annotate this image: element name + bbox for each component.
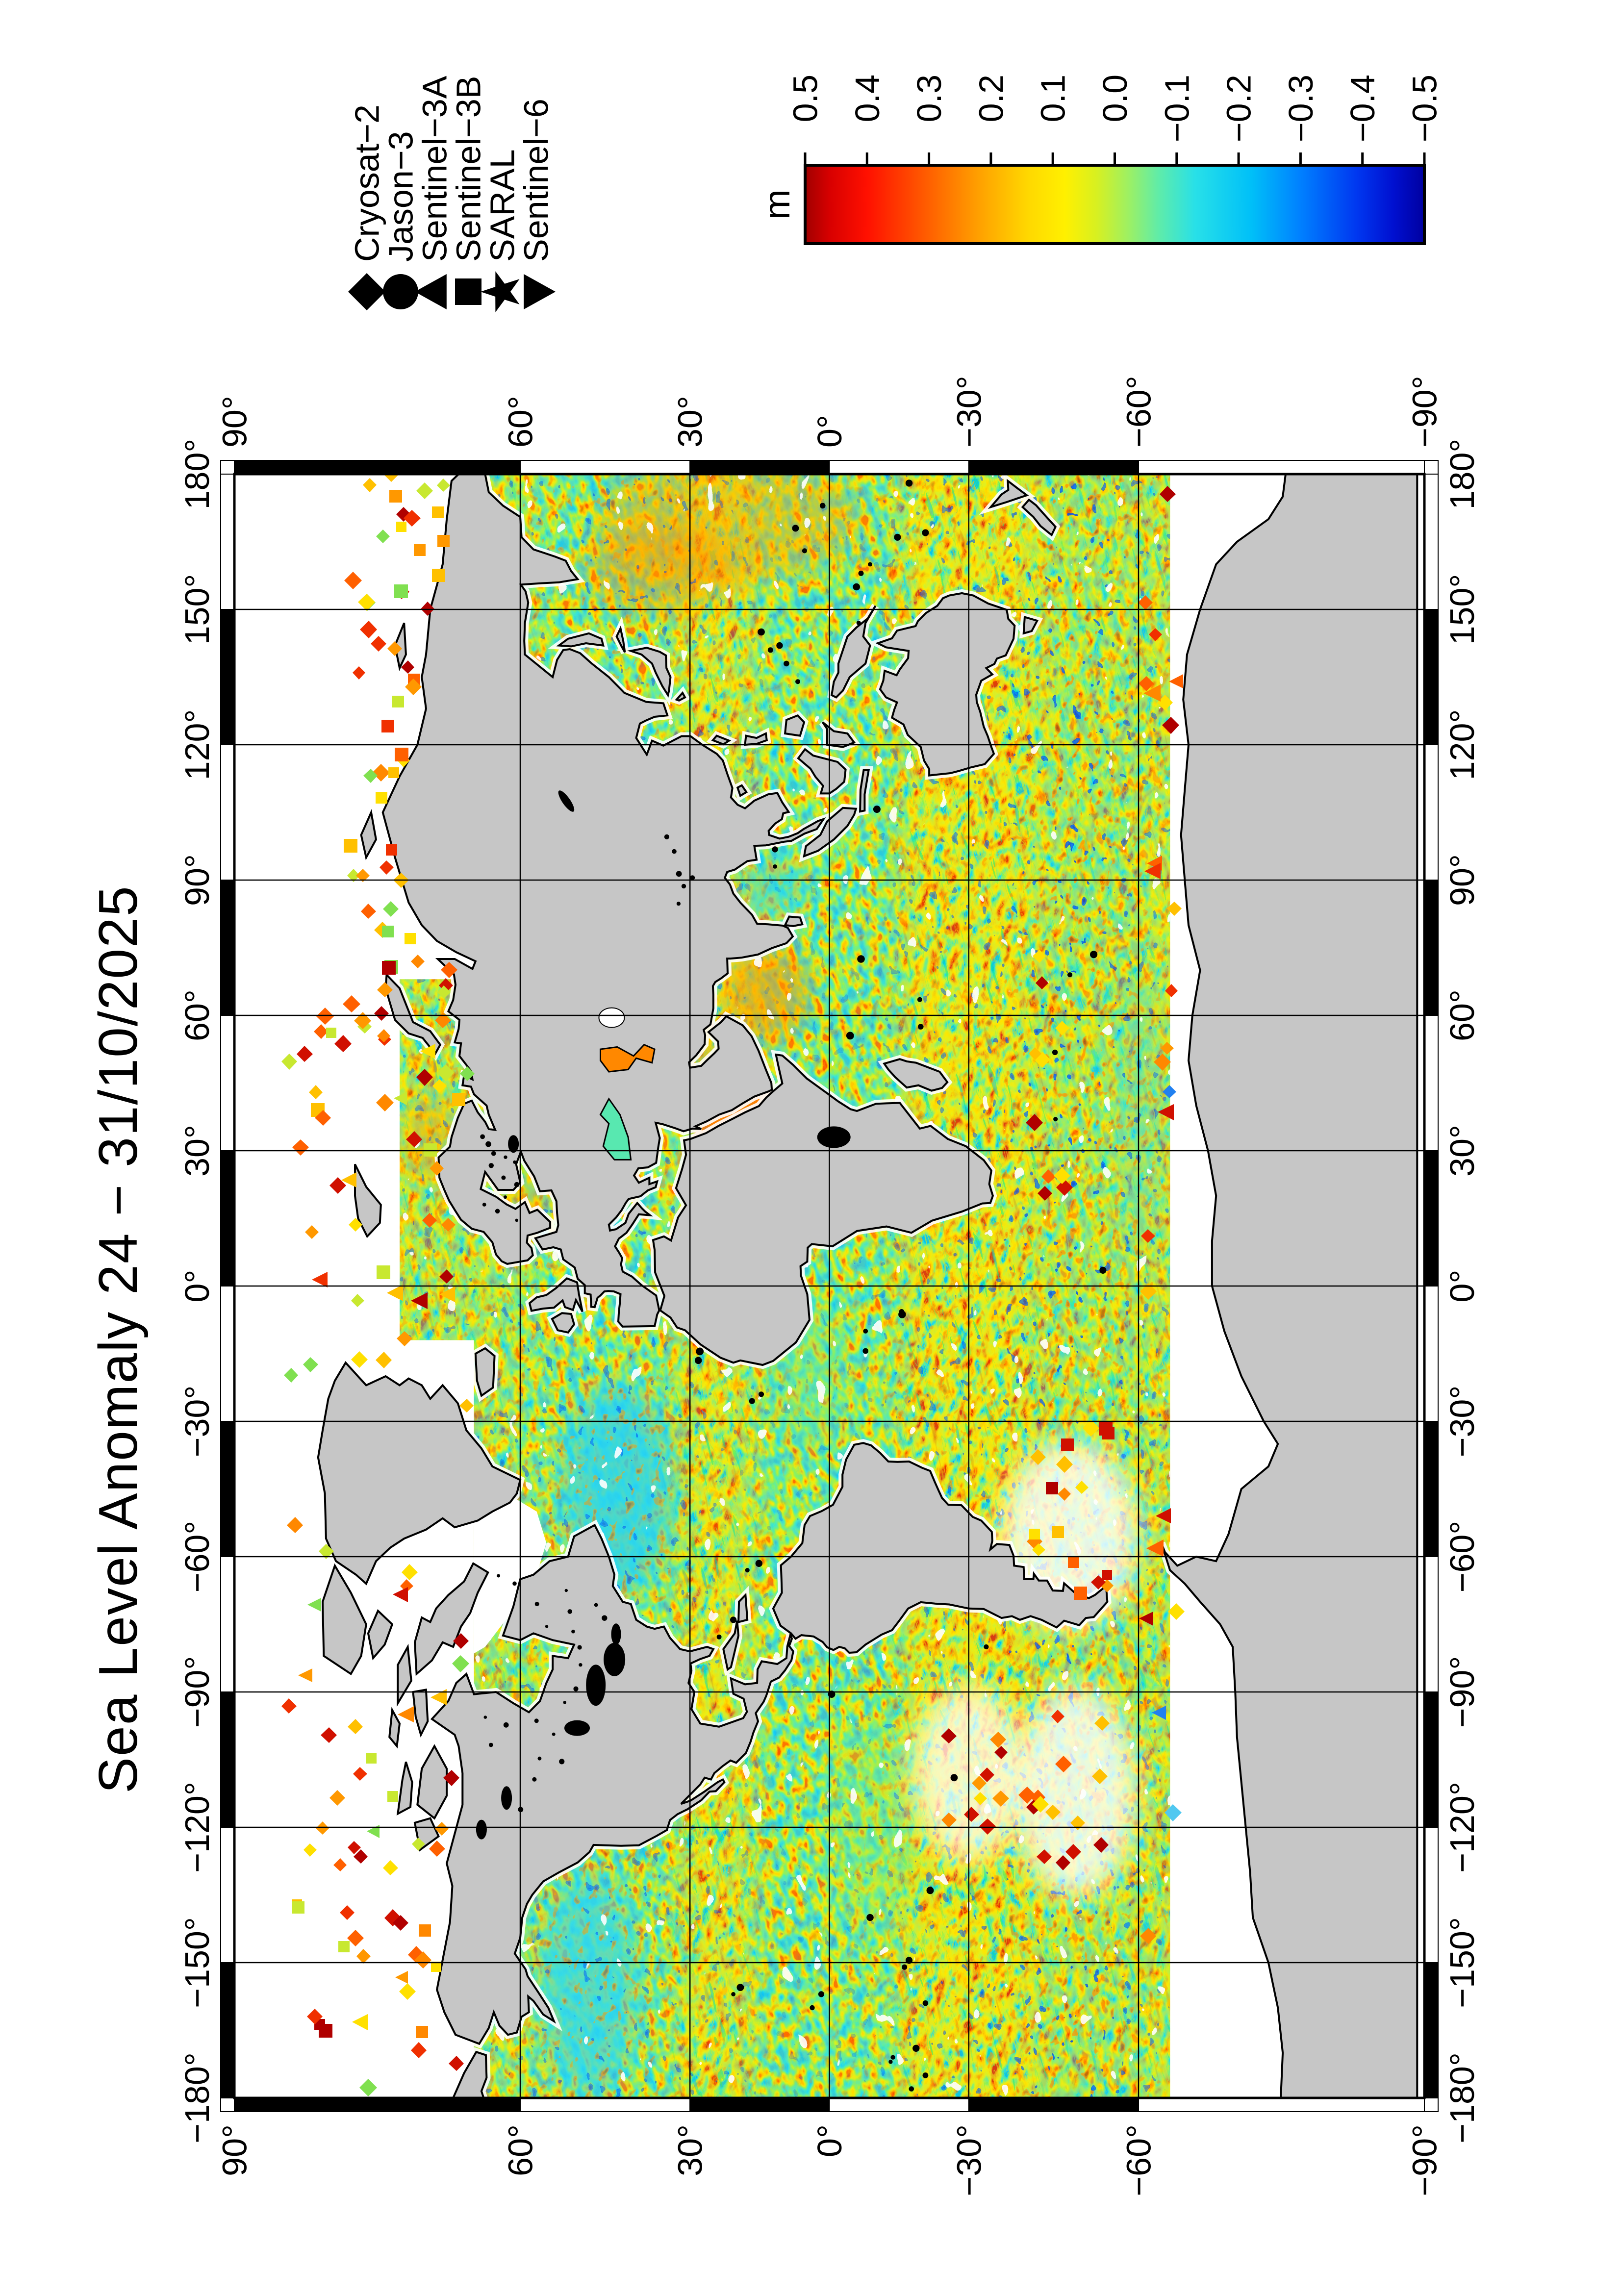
svg-text:−30°: −30° — [950, 376, 988, 448]
svg-text:0.2: 0.2 — [972, 75, 1010, 122]
svg-text:60°: 60° — [1443, 989, 1481, 1041]
svg-text:150°: 150° — [178, 574, 216, 645]
svg-text:−0.1: −0.1 — [1158, 75, 1196, 142]
svg-text:60°: 60° — [178, 989, 216, 1041]
svg-text:Sea Level Anomaly 24 − 31/10/2: Sea Level Anomaly 24 − 31/10/2025 — [88, 885, 149, 1793]
svg-text:−60°: −60° — [1120, 2124, 1158, 2196]
svg-text:Sentinel−3B: Sentinel−3B — [450, 76, 488, 262]
svg-text:Cryosat−2: Cryosat−2 — [348, 104, 386, 262]
svg-text:−120°: −120° — [178, 1782, 216, 1873]
svg-text:−150°: −150° — [178, 1917, 216, 2008]
svg-text:0°: 0° — [1443, 1270, 1481, 1303]
svg-text:0°: 0° — [810, 415, 849, 448]
svg-text:Sentinel−6: Sentinel−6 — [517, 99, 556, 262]
svg-text:150°: 150° — [1443, 574, 1481, 645]
svg-text:60°: 60° — [502, 2124, 540, 2176]
svg-text:Jason−3: Jason−3 — [382, 131, 420, 262]
svg-text:0°: 0° — [810, 2124, 849, 2157]
svg-text:−90°: −90° — [178, 1656, 216, 1728]
svg-text:−0.5: −0.5 — [1406, 75, 1444, 142]
svg-text:90°: 90° — [216, 396, 254, 448]
svg-text:−90°: −90° — [1443, 1656, 1481, 1728]
svg-text:−30°: −30° — [178, 1386, 216, 1458]
svg-text:−30°: −30° — [1443, 1386, 1481, 1458]
svg-text:Sentinel−3A: Sentinel−3A — [416, 76, 454, 262]
svg-text:90°: 90° — [178, 854, 216, 906]
svg-text:0.0: 0.0 — [1096, 75, 1134, 122]
svg-text:120°: 120° — [178, 709, 216, 781]
svg-text:−60°: −60° — [1443, 1521, 1481, 1593]
svg-text:−90°: −90° — [1406, 376, 1444, 448]
svg-text:60°: 60° — [502, 396, 540, 448]
svg-text:30°: 30° — [671, 396, 709, 448]
svg-text:−30°: −30° — [950, 2124, 988, 2196]
svg-text:90°: 90° — [1443, 854, 1481, 906]
svg-text:−150°: −150° — [1443, 1917, 1481, 2008]
svg-text:m: m — [757, 189, 797, 220]
svg-text:−180°: −180° — [178, 2052, 216, 2144]
svg-text:120°: 120° — [1443, 709, 1481, 781]
svg-text:30°: 30° — [671, 2124, 709, 2176]
svg-text:180°: 180° — [178, 439, 216, 510]
svg-text:0°: 0° — [178, 1270, 216, 1303]
svg-text:30°: 30° — [178, 1125, 216, 1177]
svg-text:SARAL: SARAL — [483, 149, 522, 262]
svg-text:0.5: 0.5 — [786, 75, 825, 122]
svg-text:30°: 30° — [1443, 1125, 1481, 1177]
svg-text:−0.2: −0.2 — [1220, 75, 1258, 142]
svg-text:−90°: −90° — [1406, 2124, 1444, 2196]
svg-text:−60°: −60° — [178, 1521, 216, 1593]
svg-text:−180°: −180° — [1443, 2052, 1481, 2144]
svg-text:0.1: 0.1 — [1034, 75, 1072, 122]
svg-text:−60°: −60° — [1120, 376, 1158, 448]
svg-text:−0.4: −0.4 — [1343, 75, 1382, 142]
svg-text:−0.3: −0.3 — [1282, 75, 1320, 142]
svg-text:180°: 180° — [1443, 439, 1481, 510]
svg-text:0.3: 0.3 — [910, 75, 948, 122]
svg-text:−120°: −120° — [1443, 1782, 1481, 1873]
svg-text:0.4: 0.4 — [848, 75, 886, 122]
svg-text:90°: 90° — [216, 2124, 254, 2176]
